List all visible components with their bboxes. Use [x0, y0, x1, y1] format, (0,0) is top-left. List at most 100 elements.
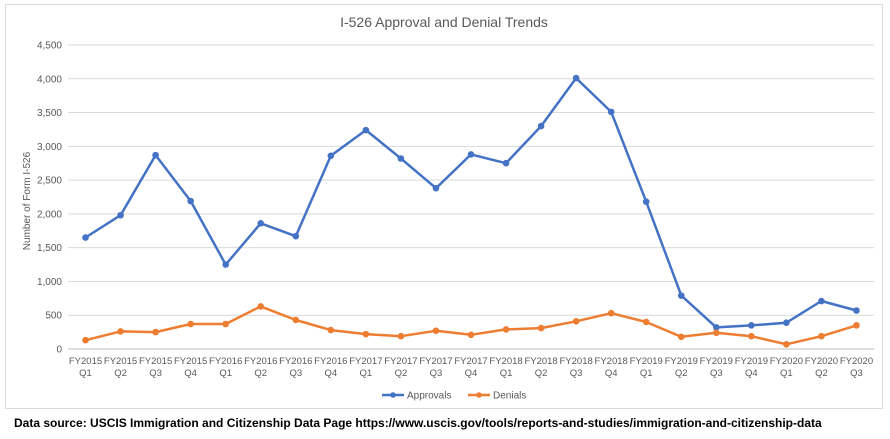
approvals-point: [362, 126, 370, 134]
x-tick-label-quarter: Q3: [149, 368, 162, 379]
series-layer: [82, 74, 860, 348]
x-tick-label-quarter: Q1: [360, 368, 373, 379]
x-tick-label-year: FY2019: [665, 356, 698, 367]
chart-frame: I-526 Approval and Denial Trends Number …: [5, 4, 883, 409]
denials-point: [292, 316, 300, 324]
denials-point: [82, 336, 89, 344]
approvals-point: [152, 151, 159, 159]
denials-point: [222, 320, 229, 328]
denials-point: [432, 327, 440, 335]
x-tick-label-year: FY2015: [174, 356, 207, 367]
y-tick-label: 3,500: [37, 108, 62, 119]
approvals-point: [257, 220, 265, 227]
denials-point: [117, 328, 124, 335]
x-tick-label-year: FY2016: [314, 356, 347, 367]
x-tick-label-year: FY2018: [559, 356, 592, 367]
approvals-point: [222, 261, 229, 268]
denials-point: [642, 318, 650, 326]
y-tick-label: 4,500: [37, 41, 62, 52]
approvals-point: [607, 108, 615, 116]
denials-point: [152, 328, 159, 336]
denials-point: [397, 332, 405, 340]
y-tick-label: 500: [45, 311, 62, 322]
x-tick-label-year: FY2019: [700, 356, 733, 367]
denials-point: [783, 340, 790, 348]
denials-point: [467, 331, 475, 339]
approvals-point: [853, 307, 860, 314]
x-tick-label-quarter: Q1: [219, 368, 232, 379]
denials-point: [327, 326, 335, 334]
approvals-point: [572, 74, 580, 82]
approvals-point: [677, 292, 685, 299]
x-tick-label-year: FY2016: [279, 356, 312, 367]
legend-label-denials: Denials: [493, 391, 526, 402]
denials-point: [187, 320, 194, 328]
legend-label-approvals: Approvals: [407, 391, 451, 402]
x-tick-label-quarter: Q3: [710, 368, 723, 379]
denials-point: [818, 332, 825, 340]
legend: Approvals Denials: [382, 391, 526, 402]
denials-point: [257, 303, 265, 310]
approvals-point: [397, 155, 405, 162]
denials-point: [748, 332, 755, 340]
approvals-point: [502, 159, 510, 167]
line-chart: I-526 Approval and Denial Trends Number …: [22, 14, 874, 402]
x-tick-label-quarter: Q3: [430, 368, 443, 379]
approvals-point: [748, 322, 755, 329]
y-tick-label: 1,000: [37, 277, 62, 288]
approvals-point: [187, 197, 194, 205]
x-tick-label-year: FY2015: [139, 356, 172, 367]
x-tick-label-quarter: Q2: [815, 368, 828, 379]
x-tick-label-year: FY2016: [209, 356, 242, 367]
x-tick-label-year: FY2015: [69, 356, 102, 367]
x-tick-label-quarter: Q1: [640, 368, 653, 379]
x-tick-label-quarter: Q4: [184, 368, 197, 379]
x-tick-label-year: FY2019: [735, 356, 768, 367]
approvals-line: [84, 76, 858, 329]
denials-point: [502, 326, 510, 333]
y-tick-label: 3,000: [37, 142, 62, 153]
denials-point: [677, 333, 685, 341]
y-tick-label: 1,500: [37, 243, 62, 254]
x-tick-label-quarter: Q1: [79, 368, 92, 379]
approvals-point: [783, 319, 790, 326]
approvals-point: [467, 151, 475, 158]
x-tick-label-year: FY2020: [840, 356, 873, 367]
approvals-point: [117, 211, 124, 219]
x-tick-label-quarter: Q1: [780, 368, 793, 379]
denials-point: [537, 324, 545, 332]
denials-point: [713, 329, 720, 337]
denials-point: [362, 330, 370, 338]
approvals-point: [642, 198, 650, 206]
approvals-point: [713, 324, 720, 331]
x-tick-label-year: FY2017: [419, 356, 452, 367]
x-tick-label-quarter: Q4: [745, 368, 758, 379]
x-tick-label-year: FY2017: [454, 356, 487, 367]
legend-marker-approvals: [390, 392, 396, 398]
approvals-point: [292, 232, 300, 240]
approvals-point: [82, 234, 89, 241]
x-tick-label-year: FY2015: [104, 356, 137, 367]
x-tick-label-quarter: Q3: [850, 368, 863, 379]
y-tick-label: 2,500: [37, 176, 62, 187]
x-tick-label-quarter: Q4: [324, 368, 337, 379]
chart-title: I-526 Approval and Denial Trends: [340, 14, 548, 30]
x-tick-label-quarter: Q2: [535, 368, 548, 379]
source-note: Data source: USCIS Immigration and Citiz…: [14, 416, 822, 430]
denials-point: [572, 318, 580, 325]
x-tick-label-year: FY2020: [805, 356, 838, 367]
approvals-point: [818, 297, 825, 305]
x-tick-label-year: FY2017: [384, 356, 417, 367]
x-tick-label-quarter: Q4: [605, 368, 618, 379]
x-tick-label-quarter: Q3: [289, 368, 302, 379]
x-tick-label-year: FY2018: [489, 356, 522, 367]
legend-marker-denials: [476, 392, 482, 398]
y-tick-label: 2,000: [37, 209, 62, 220]
x-tick-label-quarter: Q2: [114, 368, 127, 379]
x-tick-label-quarter: Q4: [465, 368, 478, 379]
x-tick-label-year: FY2018: [524, 356, 557, 367]
x-tick-label-quarter: Q2: [395, 368, 408, 379]
x-tick-label-quarter: Q2: [675, 368, 688, 379]
x-tick-label-year: FY2016: [244, 356, 277, 367]
y-tick-label: 0: [56, 345, 62, 356]
